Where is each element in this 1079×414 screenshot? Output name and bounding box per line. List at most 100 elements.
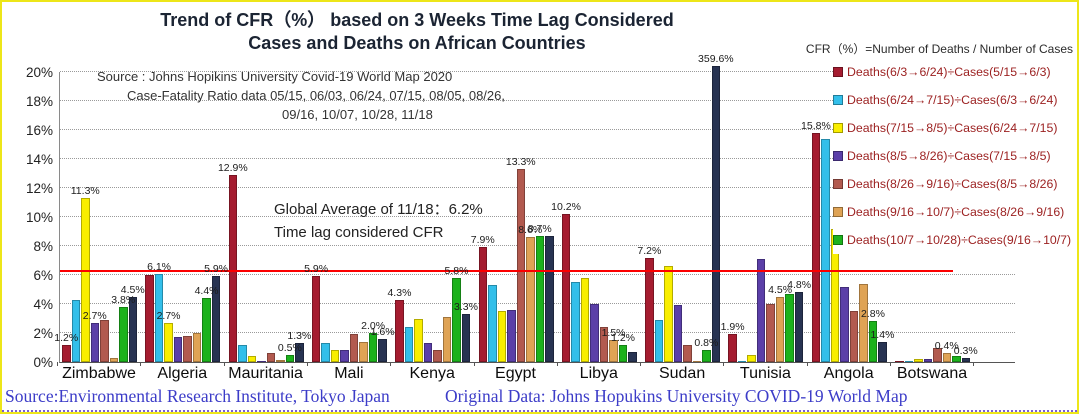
bar-group: 1.2% 11.3% 2.7% 3.8% 4.5% — [54, 72, 145, 362]
bar — [628, 351, 637, 362]
chart-title-line1: Trend of CFR（%） based on 3 Weeks Time La… — [160, 10, 674, 30]
bar: 359.6% — [698, 53, 734, 362]
y-axis-tick-label: 8% — [33, 239, 53, 254]
x-axis-category-label: Botswana — [896, 365, 968, 382]
bar — [830, 228, 840, 362]
bar: 15.8% — [801, 120, 831, 362]
bar — [145, 275, 154, 362]
bar: 2.7% — [83, 310, 107, 362]
bar — [109, 357, 118, 362]
bar — [404, 327, 414, 362]
y-axis-tick-label: 12% — [25, 181, 53, 196]
legend: Deaths(6/3→6/24)÷Cases(5/15→6/3) Deaths(6… — [833, 58, 1075, 254]
bar: 4.8% — [787, 279, 811, 362]
plot-area: 0% 2% 4% 6% 8% 10% 12% 14% 16% 18% 20% 1.2% 11.3% 2.7… — [26, 53, 1015, 370]
bar — [580, 277, 590, 362]
bar-value-label: 2.7% — [82, 309, 107, 322]
bar — [747, 354, 756, 362]
bar-group: 7.2% 0.8% 359.6% — [637, 53, 734, 362]
bar-value-label: 2.8% — [860, 308, 885, 321]
x-axis-tick — [723, 362, 725, 366]
x-axis-category-label: Algeria — [157, 365, 208, 382]
bar: 1.2% — [54, 332, 78, 362]
bar-value-label: 4.5% — [120, 283, 145, 296]
bar — [766, 304, 775, 362]
bar — [349, 334, 359, 362]
legend-entry: Deaths(9/16→10/7)÷Cases(8/26→9/16) — [833, 198, 1075, 226]
legend-entry: Deaths(8/26→9/16)÷Cases(8/5→8/26) — [833, 170, 1075, 198]
bar: 1.2% — [611, 332, 635, 362]
global-average-annotation: Global Average of 11/18：6.2% Time lag co… — [274, 199, 483, 244]
bar-value-label: 15.8% — [801, 119, 831, 132]
gridline — [60, 129, 1015, 130]
x-axis-category-label: Libya — [579, 365, 618, 382]
bar: 2.8% — [861, 308, 885, 362]
bar-value-label: 1.2% — [54, 331, 79, 344]
source-note-line2: Case-Fatality Ratio data 05/15, 06/03, 0… — [127, 87, 505, 103]
bar: 2.0% — [361, 320, 385, 362]
bar: 3.8% — [111, 294, 135, 362]
source-note: Source : Johns Hopikins University Covid… — [97, 68, 505, 125]
bar — [173, 337, 183, 362]
x-axis-category-label: Kenya — [409, 365, 455, 382]
bar: 8.6% — [518, 224, 542, 362]
legend-entry: Deaths(8/5→8/26)÷Cases(7/15→8/5) — [833, 142, 1075, 170]
bar-value-label: 5.9% — [304, 263, 329, 276]
global-average-line2: Time lag considered CFR — [274, 223, 444, 241]
global-average-line1: Global Average of 11/18：6.2% — [274, 201, 483, 218]
bar — [952, 356, 961, 362]
bar — [904, 361, 913, 362]
bar: 1.9% — [721, 321, 745, 362]
legend-entry: Deaths(7/15→8/5)÷Cases(6/24→7/15) — [833, 114, 1075, 142]
bar — [737, 361, 747, 362]
bar: 2.7% — [157, 310, 181, 362]
bar — [673, 305, 683, 362]
bar — [756, 259, 766, 362]
bar-group: 4.3% 5.8% 3.3% — [387, 72, 478, 362]
legend-color-swatch — [833, 207, 843, 217]
y-axis-tick-label: 10% — [25, 210, 53, 225]
bar-group: 7.9% 13.3% 8.6% 8.7% — [471, 72, 554, 362]
bar: 5.9% — [304, 263, 328, 362]
gridline — [60, 71, 1015, 72]
bar — [821, 138, 830, 362]
bar — [257, 360, 266, 362]
bar-group: 6.1% 2.7% 4.4% 5.9% — [145, 72, 228, 362]
bar-group: 0.4% 0.3% — [895, 72, 978, 362]
bar-value-label: 0.3% — [953, 344, 978, 357]
x-axis-tick — [223, 362, 225, 366]
bar — [497, 311, 506, 362]
bar — [414, 318, 423, 362]
legend-entry: Deaths(10/7→10/28)÷Cases(9/16→10/7) — [833, 226, 1075, 254]
legend-entry-label: Deaths(8/26→9/16)÷Cases(8/5→8/26) — [847, 177, 1058, 191]
bar: 13.3% — [506, 156, 536, 362]
bar — [599, 327, 609, 362]
bar: 1.3% — [287, 330, 311, 362]
bar: 7.9% — [471, 234, 495, 362]
legend-color-swatch — [833, 151, 843, 161]
bar: 5.9% — [204, 263, 228, 362]
x-axis-tick — [306, 362, 308, 366]
bar: 4.3% — [387, 287, 411, 362]
footer-original-data-text: Original Data: Johns Hopukins University… — [445, 386, 908, 406]
bar-group: 1.9% 4.5% 4.8% — [721, 72, 811, 362]
source-note-line3: 09/16, 10/07, 10/28, 11/18 — [282, 106, 433, 122]
y-axis-tick-label: 2% — [33, 326, 53, 341]
x-axis-tick — [556, 362, 558, 366]
legend-color-swatch — [833, 235, 843, 245]
cfr-formula-text: CFR（%）=Number of Deaths / Number of Case… — [805, 42, 1073, 56]
bar — [266, 353, 276, 362]
x-axis-tick — [890, 362, 891, 366]
y-axis-tick-label: 4% — [33, 297, 53, 312]
bar-value-label: 1.3% — [287, 330, 312, 343]
legend-entry-label: Deaths(6/24→7/15)÷Cases(6/3→6/24) — [847, 93, 1058, 107]
bar — [849, 311, 859, 362]
bar-value-label: 8.7% — [527, 222, 552, 235]
bar-group: 12.9% 0.5% 1.3% — [218, 72, 311, 362]
global-average-reference-line — [60, 270, 953, 273]
bar — [276, 359, 285, 362]
bar-value-label: 10.2% — [551, 201, 581, 214]
legend-color-swatch — [833, 95, 843, 105]
bar — [859, 283, 868, 362]
bar — [238, 344, 247, 362]
